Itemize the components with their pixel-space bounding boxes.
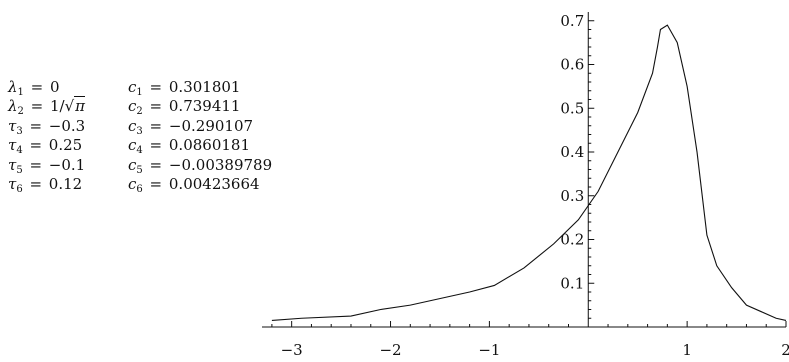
left-subscript: 5 [16,164,23,176]
axes [262,12,786,328]
right-subscript: 2 [136,106,143,118]
y-tick-label: 0.3 [560,187,584,205]
param-right: c2 = 0.739411 [128,97,241,118]
right-symbol: c [128,116,137,135]
x-tick-label: 2 [781,341,789,359]
left-subscript: 1 [17,86,24,98]
right-value: 0.0860181 [168,136,251,155]
left-symbol: λ [8,77,18,96]
left-value: 0.12 [48,175,83,194]
right-value: 0.739411 [168,97,241,116]
param-row: τ5 = −0.1 c5 = −0.00389789 [8,156,272,176]
left-value: 0.25 [48,136,83,155]
left-symbol: τ [8,175,17,194]
right-subscript: 1 [136,86,143,98]
param-left: τ5 = −0.1 [8,155,86,176]
right-subscript: 3 [136,125,143,137]
right-symbol: c [128,155,137,174]
left-subscript: 4 [16,145,23,157]
right-symbol: c [128,97,137,116]
right-symbol: c [128,175,137,194]
param-row: λ1 = 0 c1 = 0.301801 [8,78,272,98]
right-value: −0.290107 [168,116,254,135]
density-curve [271,24,787,321]
param-left: τ4 = 0.25 [8,136,83,157]
series [271,24,787,321]
param-row: λ2 = 1/√π c2 = 0.739411 [8,96,272,118]
x-tick-label: −2 [379,341,401,359]
left-symbol: τ [8,116,17,135]
y-tick-label: 0.6 [560,56,584,74]
param-left: τ6 = 0.12 [8,175,83,196]
param-row: τ6 = 0.12 c6 = 0.00423664 [8,175,272,196]
param-row: τ4 = 0.25 c4 = 0.0860181 [8,136,272,157]
right-symbol: c [128,77,137,96]
param-left: τ3 = −0.3 [8,116,86,137]
ticks: −3 −2 −1 1 2 0.1 0.2 0.3 0.4 0.5 0.6 0.7 [271,12,789,359]
right-subscript: 5 [136,164,143,176]
param-left: λ2 = 1/√π [8,96,86,118]
right-subscript: 6 [136,184,143,196]
param-right: c4 = 0.0860181 [128,136,251,157]
right-symbol: c [128,136,137,155]
sqrt-operand: π [74,96,86,116]
left-subscript: 2 [17,106,24,118]
left-symbol: τ [8,155,17,174]
y-tick-label: 0.2 [560,231,584,249]
right-value: −0.00389789 [168,155,273,174]
param-right: c5 = −0.00389789 [128,155,273,176]
left-symbol: λ [8,97,18,116]
left-subscript: 3 [16,125,23,137]
x-tick-label: 1 [682,341,692,359]
x-tick-label: −1 [478,341,500,359]
left-value: −0.3 [48,116,86,135]
left-value: 0 [50,77,60,96]
param-right: c3 = −0.290107 [128,116,254,137]
x-tick-label: −3 [281,341,303,359]
left-symbol: τ [8,136,17,155]
param-right: c1 = 0.301801 [128,77,241,98]
y-tick-label: 0.4 [560,143,584,161]
param-row: τ3 = −0.3 c3 = −0.290107 [8,117,272,137]
y-tick-label: 0.1 [560,274,584,292]
right-value: 0.00423664 [168,175,260,194]
parameter-table: λ1 = 0 c1 = 0.301801 λ2 = 1/√π c2 = 0.73941… [8,78,272,196]
y-tick-label: 0.7 [560,12,584,30]
param-right: c6 = 0.00423664 [128,175,260,196]
left-value: 1/ [50,97,65,116]
right-value: 0.301801 [168,77,241,96]
param-left: λ1 = 0 [8,77,60,98]
sqrt-symbol: √π [64,96,86,116]
left-subscript: 6 [16,184,23,196]
left-value: −0.1 [48,155,86,174]
y-tick-label: 0.5 [560,99,584,117]
right-subscript: 4 [136,145,143,157]
